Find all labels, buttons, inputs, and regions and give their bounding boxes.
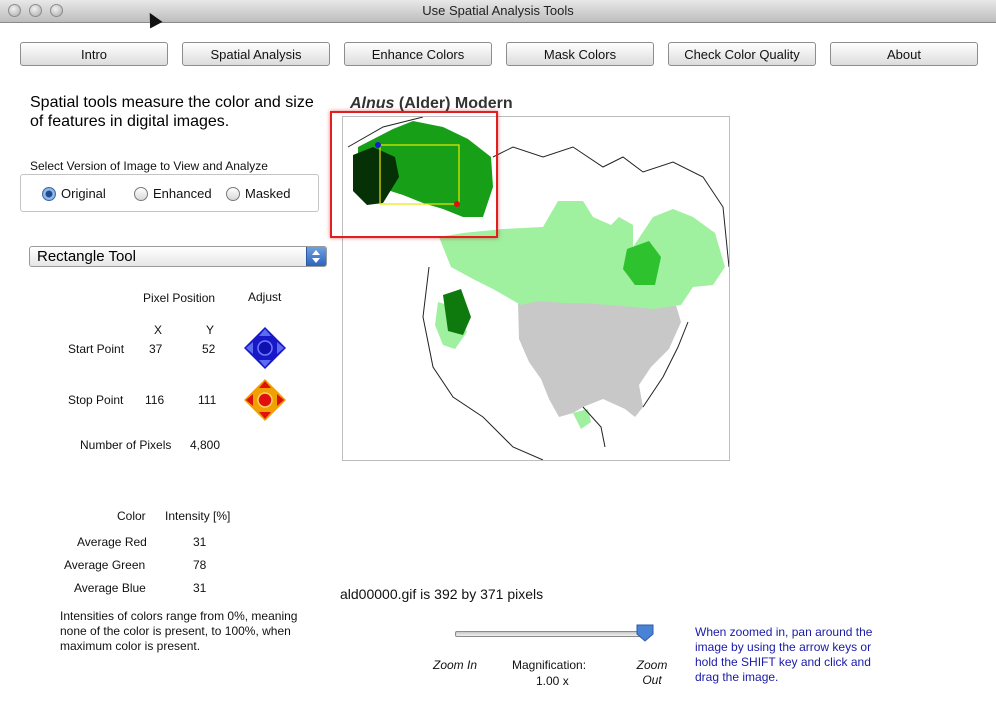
tool-select[interactable]: Rectangle Tool — [29, 246, 327, 267]
arrow-down-icon — [259, 360, 271, 367]
start-point-label: Start Point — [68, 342, 125, 356]
magnification-value: 1.00 x — [536, 674, 569, 688]
map-title-rest: (Alder) Modern — [394, 95, 513, 112]
tab-check-color-quality[interactable]: Check Color Quality — [668, 42, 816, 66]
magnification-label: Magnification: — [512, 658, 587, 672]
stop-x-value: 116 — [145, 393, 165, 407]
center-dot-icon — [257, 392, 273, 408]
map-region-dark-coast — [443, 289, 471, 335]
zoom-out-label: Zoom Out — [636, 658, 668, 687]
x-header: X — [154, 323, 163, 337]
image-size-text: ald00000.gif is 392 by 371 pixels — [340, 586, 544, 602]
map-title-genus: Alnus — [350, 95, 395, 112]
tab-intro[interactable]: Intro — [20, 42, 168, 66]
radio-original-label: Original — [61, 186, 106, 201]
title-bar: Use Spatial Analysis Tools — [0, 0, 996, 23]
slider-thumb-icon — [636, 624, 654, 642]
average-green-label: Average Green — [64, 558, 146, 572]
pixel-position-header: Pixel Position — [143, 291, 216, 305]
map-region-light-green-florida — [573, 409, 591, 429]
arrow-down-icon — [259, 412, 271, 419]
map-coastline — [347, 117, 729, 460]
stop-point-marker-icon — [454, 201, 460, 207]
map-title: Alnus (Alder) Modern — [350, 95, 513, 113]
start-point-marker-icon — [375, 142, 381, 148]
y-header: Y — [206, 323, 215, 337]
map-image[interactable] — [342, 116, 730, 461]
average-red-label: Average Red — [77, 535, 147, 549]
pan-help-text: When zoomed in, pan around the image by … — [695, 625, 873, 684]
average-green-value: 78 — [193, 558, 207, 572]
radio-original[interactable]: Original — [42, 186, 106, 201]
pixel-count-label: Number of Pixels — [80, 438, 172, 452]
map-region-mid-green — [623, 241, 661, 285]
zoom-window-button[interactable] — [50, 4, 63, 17]
average-blue-label: Average Blue — [74, 581, 146, 595]
tab-about[interactable]: About — [830, 42, 978, 66]
zoom-slider-thumb[interactable] — [636, 624, 654, 642]
radio-unselected-icon — [226, 186, 240, 201]
radio-masked-label: Masked — [245, 186, 291, 201]
selection-rectangle — [379, 144, 460, 205]
radio-selected-icon — [42, 186, 56, 201]
version-label: Select Version of Image to View and Anal… — [30, 159, 268, 173]
radio-unselected-icon — [134, 186, 148, 201]
version-radio-group — [20, 174, 319, 212]
radio-enhanced[interactable]: Enhanced — [134, 186, 212, 201]
tab-enhance-colors[interactable]: Enhance Colors — [344, 42, 492, 66]
radio-masked[interactable]: Masked — [226, 186, 291, 201]
window-title: Use Spatial Analysis Tools — [422, 3, 574, 18]
zoom-slider-track[interactable] — [455, 631, 650, 637]
arrow-up-icon — [259, 329, 271, 336]
stop-y-value: 111 — [198, 393, 217, 407]
adjust-header: Adjust — [248, 290, 282, 304]
map-region-gray — [518, 297, 681, 417]
start-x-value: 37 — [149, 342, 163, 356]
average-blue-value: 31 — [193, 581, 207, 595]
map-svg — [347, 117, 729, 460]
close-window-button[interactable] — [8, 4, 21, 17]
intensity-header: Intensity [%] — [165, 509, 231, 523]
highlight-box — [330, 111, 498, 238]
arrow-up-icon — [259, 381, 271, 388]
radio-enhanced-label: Enhanced — [153, 186, 212, 201]
stop-point-adjust-control[interactable] — [244, 379, 286, 421]
center-dot-icon — [257, 340, 273, 356]
tab-spatial-analysis[interactable]: Spatial Analysis — [182, 42, 330, 66]
arrow-right-icon — [277, 394, 284, 406]
color-header: Color — [117, 509, 146, 523]
minimize-window-button[interactable] — [29, 4, 42, 17]
arrow-left-icon — [246, 342, 253, 354]
tool-select-value: Rectangle Tool — [37, 248, 136, 265]
select-arrows-icon — [306, 247, 326, 266]
average-red-value: 31 — [193, 535, 207, 549]
stop-point-label: Stop Point — [68, 393, 124, 407]
tab-mask-colors[interactable]: Mask Colors — [506, 42, 654, 66]
start-y-value: 52 — [202, 342, 216, 356]
pixel-count-value: 4,800 — [190, 438, 221, 452]
zoom-in-label: Zoom In — [432, 658, 477, 672]
arrow-right-icon — [277, 342, 284, 354]
start-point-adjust-control[interactable] — [244, 327, 286, 369]
intensity-note: Intensities of colors range from 0%, mea… — [60, 609, 298, 653]
map-region-dark-alaska — [353, 147, 399, 205]
arrow-left-icon — [246, 394, 253, 406]
intro-text: Spatial tools measure the color and size… — [30, 94, 314, 130]
